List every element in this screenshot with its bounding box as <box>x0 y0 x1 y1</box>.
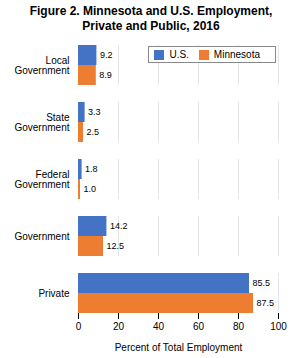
svg-text:85.5: 85.5 <box>253 278 271 288</box>
svg-text:3.3: 3.3 <box>88 107 101 117</box>
svg-text:Percent of Total Employment: Percent of Total Employment <box>115 342 243 353</box>
svg-text:0: 0 <box>76 321 82 332</box>
svg-text:80: 80 <box>233 321 245 332</box>
svg-text:Private: Private <box>38 288 70 299</box>
svg-text:87.5: 87.5 <box>257 298 275 308</box>
svg-text:8.9: 8.9 <box>99 70 112 80</box>
svg-text:12.5: 12.5 <box>107 241 125 251</box>
svg-text:1.0: 1.0 <box>84 184 97 194</box>
svg-text:FederalGovernment: FederalGovernment <box>14 169 69 190</box>
svg-text:100: 100 <box>270 321 287 332</box>
html-text:Figure 2. Minnesota and U.S. E: Figure 2. Minnesota and U.S. Employment,… <box>29 4 273 33</box>
svg-text:Government: Government <box>14 231 69 242</box>
svg-text:LocalGovernment: LocalGovernment <box>14 55 69 76</box>
svg-text:9.2: 9.2 <box>100 50 113 60</box>
svg-text:40: 40 <box>153 321 165 332</box>
svg-text:14.2: 14.2 <box>110 221 128 231</box>
html-text:U.S.: U.S. <box>169 49 189 60</box>
svg-text:2.5: 2.5 <box>87 127 100 137</box>
svg-text:StateGovernment: StateGovernment <box>14 112 69 133</box>
html-text:Minnesota: Minnesota <box>213 49 260 60</box>
svg-text:60: 60 <box>193 321 205 332</box>
svg-text:1.8: 1.8 <box>85 164 98 174</box>
svg-text:20: 20 <box>113 321 125 332</box>
